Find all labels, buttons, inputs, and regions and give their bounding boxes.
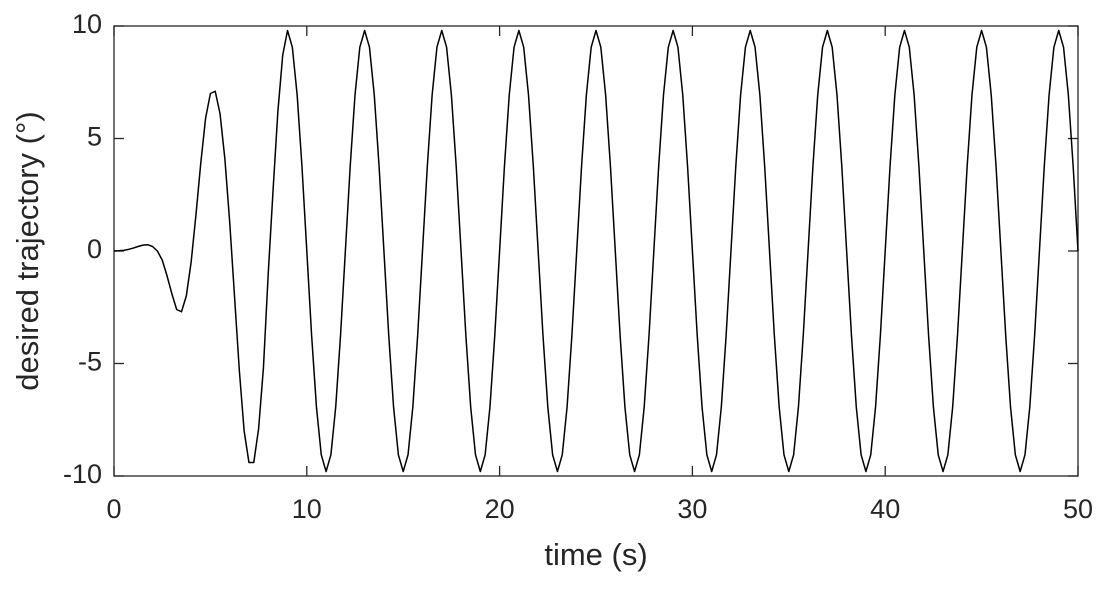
data-line [113,29,1079,473]
y-tick-label: 0 [87,234,102,264]
x-tick-label: 10 [292,494,322,524]
y-tick-label: -10 [63,459,102,489]
y-tick-label: 5 [87,122,102,152]
x-tick-label: 40 [870,494,900,524]
x-tick-label: 50 [1063,494,1093,524]
x-axis-label: time (s) [544,537,647,572]
plot-frame [113,25,1079,477]
x-tick-label: 30 [677,494,707,524]
x-tick-label: 20 [485,494,515,524]
y-tick-label: 10 [72,9,102,39]
y-axis-label: desired trajectory (°) [10,111,45,390]
x-tick-label: 0 [106,494,121,524]
y-tick-label: -5 [78,347,102,377]
